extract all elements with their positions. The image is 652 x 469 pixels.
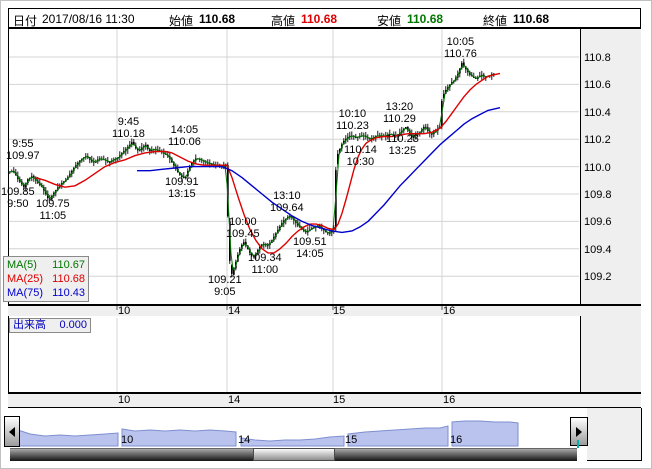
ma25-value: 110.68 bbox=[52, 273, 85, 285]
x-axis-label-bottom: 15 bbox=[333, 394, 346, 406]
date-axis-strip-bottom bbox=[8, 393, 641, 408]
price-annotation: 109.75 11:05 bbox=[36, 198, 70, 222]
y-axis-label: 109.8 bbox=[584, 189, 612, 201]
right-arrow-icon bbox=[576, 426, 582, 437]
y-axis-label: 109.2 bbox=[584, 271, 612, 284]
y-axis-label: 110.2 bbox=[584, 134, 611, 147]
ma5-label: MA(5) bbox=[7, 259, 37, 271]
price-annotation: 109.21 9:05 bbox=[208, 274, 242, 298]
high-label: 高値 bbox=[271, 14, 296, 28]
price-annotation: 110.23 13:25 bbox=[386, 133, 419, 157]
price-annotation: 14:05 110.06 bbox=[168, 124, 201, 148]
price-annotation: 9:55 109.97 bbox=[6, 138, 40, 162]
price-annotation: 109.91 13:15 bbox=[165, 176, 199, 200]
price-annotation: 10:00 109.45 bbox=[226, 216, 260, 240]
navigator-date-label: 10 bbox=[121, 434, 134, 446]
volume-value: 0.000 bbox=[59, 319, 87, 331]
open-label: 始値 bbox=[169, 14, 194, 28]
price-annotation: 110.14 10:30 bbox=[344, 144, 377, 168]
scroll-left-button[interactable] bbox=[4, 416, 20, 447]
y-axis-label: 110.0 bbox=[584, 161, 611, 174]
scroll-right-button[interactable] bbox=[570, 417, 588, 446]
x-axis-label-top: 10 bbox=[118, 305, 131, 317]
volume-panel[interactable] bbox=[8, 316, 641, 393]
ma75-value: 110.43 bbox=[52, 287, 85, 299]
price-annotation: 9:45 110.18 bbox=[112, 116, 145, 140]
price-annotation: 109.51 14:05 bbox=[293, 236, 327, 260]
price-axis-panel bbox=[580, 29, 641, 304]
date-value: 2017/08/16 11:30 bbox=[42, 12, 135, 26]
high-value: 110.68 bbox=[301, 12, 338, 26]
y-axis-label: 110.6 bbox=[584, 79, 611, 92]
y-axis-label: 110.8 bbox=[584, 52, 611, 64]
volume-label: 出来高 bbox=[13, 319, 46, 331]
ma-legend-box: MA(5) 110.67 MA(25) 110.68 MA(75) 110.43 bbox=[3, 256, 89, 302]
low-label: 安値 bbox=[377, 14, 402, 28]
price-annotation: 13:20 110.29 bbox=[383, 101, 416, 125]
price-annotation: 109.34 11:00 bbox=[248, 252, 282, 276]
ma5-value: 110.67 bbox=[52, 259, 85, 271]
low-value: 110.68 bbox=[407, 12, 444, 26]
x-axis-label-top: 16 bbox=[443, 305, 456, 317]
y-axis-label: 109.4 bbox=[584, 243, 612, 256]
price-annotation: 10:05 110.76 bbox=[444, 36, 477, 60]
price-annotation: 10:10 110.23 bbox=[336, 108, 369, 132]
ma75-label: MA(75) bbox=[7, 287, 44, 299]
x-axis-label-top: 15 bbox=[333, 305, 346, 317]
horizontal-scrollbar-thumb[interactable] bbox=[253, 448, 335, 461]
close-label: 終値 bbox=[483, 14, 508, 28]
volume-label-box: 出来高 0.000 bbox=[9, 318, 91, 333]
volume-axis-panel bbox=[580, 316, 641, 392]
navigator-date-label: 14 bbox=[238, 434, 251, 446]
x-axis-label-top: 14 bbox=[228, 305, 241, 317]
price-annotation: 13:10 109.64 bbox=[270, 190, 304, 214]
x-axis-label-bottom: 16 bbox=[443, 394, 456, 406]
x-axis-label-bottom: 14 bbox=[228, 394, 241, 406]
navigator-corner-box bbox=[587, 408, 642, 461]
open-value: 110.68 bbox=[199, 12, 236, 26]
y-axis-label: 110.4 bbox=[584, 106, 611, 119]
navigator-date-label: 16 bbox=[450, 434, 463, 446]
ma75-row: MA(75) 110.43 bbox=[7, 286, 85, 300]
date-label: 日付 bbox=[13, 14, 38, 28]
navigator-date-label: 15 bbox=[345, 434, 358, 446]
ma25-label: MA(25) bbox=[7, 273, 44, 285]
price-annotation: 109.85 9:50 bbox=[1, 186, 35, 210]
y-axis-label: 109.6 bbox=[584, 216, 612, 229]
x-axis-label-bottom: 10 bbox=[118, 394, 131, 406]
close-value: 110.68 bbox=[513, 12, 550, 26]
ma25-row: MA(25) 110.68 bbox=[7, 272, 85, 286]
cursor-marker bbox=[577, 440, 579, 448]
left-arrow-icon bbox=[9, 426, 15, 437]
quote-info-bar: 日付 2017/08/16 11:30 始値 110.68 高値 110.68 … bbox=[8, 8, 641, 28]
ma5-row: MA(5) 110.67 bbox=[7, 258, 85, 272]
